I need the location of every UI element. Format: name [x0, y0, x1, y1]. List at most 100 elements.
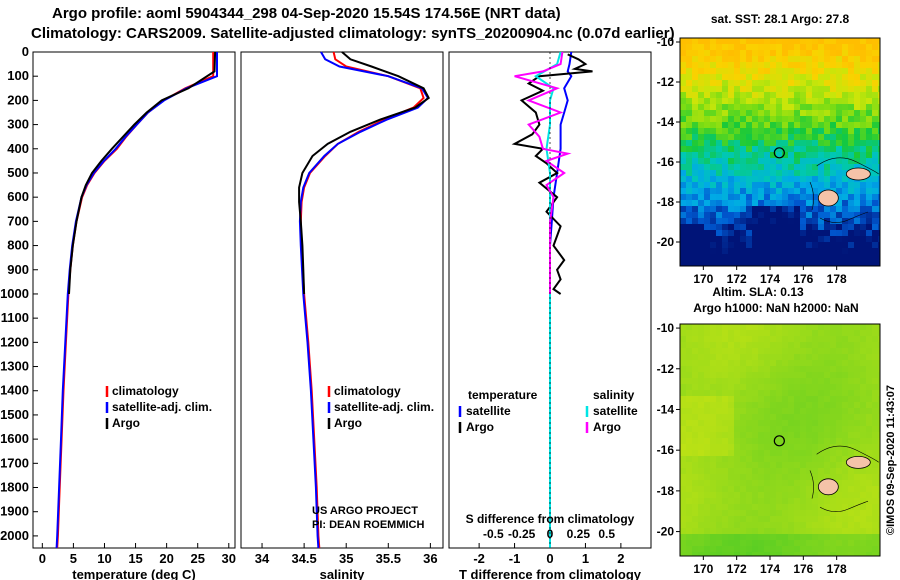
- x-tick-label: 0: [39, 551, 46, 566]
- map-y-tick-label: -12: [657, 362, 675, 376]
- sst-map-title: sat. SST: 28.1 Argo: 27.8: [711, 12, 850, 26]
- map-y-tick-label: -10: [657, 35, 675, 49]
- sla-map-panel: -10 -12 -14 -16 -18 -20 170 172 174 176 178: [657, 321, 881, 576]
- map-x-tick-label: 172: [727, 562, 747, 576]
- map-y-tick-label: -16: [657, 155, 675, 169]
- s-diff-tick-label: 0.25: [567, 527, 591, 541]
- depth-tick-label: 1800: [0, 480, 29, 495]
- sla-map-title: Altim. SLA: 0.13: [712, 285, 804, 299]
- float-position-marker: [773, 435, 785, 447]
- map-x-tick-label: 178: [827, 272, 847, 286]
- map-x-tick-label: 178: [827, 562, 847, 576]
- x-tick-label: 5: [70, 551, 77, 566]
- x-tick-label: 1: [582, 551, 589, 566]
- legend-label: climatology: [334, 384, 401, 398]
- map-x-tick-label: 170: [693, 562, 713, 576]
- map-y-tick-label: -10: [657, 321, 675, 335]
- depth-tick-label: 1000: [0, 286, 29, 301]
- legend-label: Argo: [466, 420, 494, 434]
- map-y-tick-label: -18: [657, 484, 675, 498]
- legend-label: satellite-adj. clim.: [112, 400, 212, 414]
- x-tick-label: 25: [190, 551, 204, 566]
- series-satellite-adj-clim-: [298, 51, 430, 549]
- x-tick-label: 34: [255, 551, 270, 566]
- map-y-tick-label: -14: [657, 115, 675, 129]
- depth-tick-label: 1600: [0, 431, 29, 446]
- s-diff-tick-label: 0.5: [598, 527, 615, 541]
- series-s-satellite: [533, 51, 562, 548]
- map-y-tick-label: -18: [657, 195, 675, 209]
- depth-tick-label: 1300: [0, 359, 29, 374]
- sst-map-panel: -10 -12 -14 -16 -18 -20 170 172 174 176 178: [657, 35, 881, 286]
- series-t-satellite: [549, 51, 573, 548]
- map-x-tick-label: 174: [760, 562, 780, 576]
- x-tick-label: 35: [339, 551, 353, 566]
- sst-map-frame: [679, 37, 881, 267]
- x-tick-label: 0: [546, 551, 553, 566]
- x-tick-label: 34.5: [291, 551, 316, 566]
- x-tick-label: 2: [617, 551, 624, 566]
- depth-tick-label: 100: [7, 68, 29, 83]
- x-tick-label: -1: [509, 551, 521, 566]
- sla-map-subtitle: Argo h1000: NaN h2000: NaN: [693, 301, 858, 315]
- temperature-panel: 0 5 10 15 20 25 30 temperature (deg C) climatolo…: [32, 51, 236, 580]
- legend-label: Argo: [593, 420, 621, 434]
- salinity-xlabel: salinity: [320, 567, 366, 580]
- legend-label: satellite-adj. clim.: [334, 400, 434, 414]
- depth-tick-label: 200: [7, 92, 29, 107]
- salinity-panel: 34 34.5 35 35.5 36 salinity climatology satelli…: [240, 51, 444, 580]
- depth-tick-label: 400: [7, 141, 29, 156]
- depth-tick-label: 1200: [0, 334, 29, 349]
- depth-tick-label: 2000: [0, 528, 29, 543]
- legend-label: satellite: [466, 404, 511, 418]
- title-line-2: Climatology: CARS2009. Satellite-adjuste…: [31, 25, 675, 42]
- x-tick-label: 15: [128, 551, 142, 566]
- series-argo: [298, 51, 430, 295]
- depth-tick-label: 300: [7, 117, 29, 132]
- s-diff-tick-label: 0: [547, 527, 554, 541]
- depth-tick-label: 1500: [0, 407, 29, 422]
- x-tick-label: 30: [222, 551, 236, 566]
- map-x-tick-label: 172: [727, 272, 747, 286]
- legend-label: climatology: [112, 384, 179, 398]
- t-diff-xlabel: T difference from climatology: [459, 567, 642, 580]
- map-x-tick-label: 176: [793, 272, 813, 286]
- depth-tick-label: 1700: [0, 455, 29, 470]
- salinity-axes-frame: [240, 51, 444, 549]
- depth-tick-label: 600: [7, 189, 29, 204]
- s-diff-xlabel: S difference from climatology: [466, 512, 635, 526]
- depth-tick-label: 1400: [0, 383, 29, 398]
- legend-title-temperature: temperature: [468, 388, 538, 402]
- depth-tick-label: 500: [7, 165, 29, 180]
- legend-title-salinity: salinity: [593, 388, 635, 402]
- sst-map-heatmap-cells: [680, 38, 880, 266]
- series-satellite-adj-clim-: [55, 52, 218, 549]
- map-x-tick-label: 174: [760, 272, 780, 286]
- map-y-tick-label: -20: [657, 235, 675, 249]
- temperature-axes-frame: [32, 51, 236, 549]
- map-x-tick-label: 170: [693, 272, 713, 286]
- legend-label: satellite: [593, 404, 638, 418]
- fiji-islands: [809, 445, 879, 512]
- map-x-tick-label: 176: [793, 562, 813, 576]
- map-y-tick-label: -16: [657, 443, 675, 457]
- x-tick-label: 10: [97, 551, 111, 566]
- x-tick-label: 36: [423, 551, 437, 566]
- imos-credit: ©IMOS 09-Sep-2020 11:43:07: [885, 385, 897, 535]
- sla-map-frame: [679, 323, 881, 557]
- depth-tick-label: 900: [7, 262, 29, 277]
- title-line-1: Argo profile: aoml 5904344_298 04-Sep-20…: [52, 5, 561, 22]
- depth-tick-label: 1100: [1, 310, 29, 325]
- depth-tick-label: 1900: [0, 504, 29, 519]
- legend-label: Argo: [112, 416, 140, 430]
- series-argo: [68, 51, 217, 295]
- series-s-argo: [514, 51, 572, 294]
- depth-tick-label: 0: [22, 44, 29, 59]
- float-position-marker: [773, 147, 785, 159]
- temperature-xlabel: temperature (deg C): [72, 567, 196, 580]
- map-y-tick-label: -12: [657, 75, 675, 89]
- depth-tick-label: 800: [7, 238, 29, 253]
- difference-panel: -2 -1 0 1 2T difference from climatology S di…: [448, 51, 652, 580]
- s-diff-tick-label: -0.25: [508, 527, 536, 541]
